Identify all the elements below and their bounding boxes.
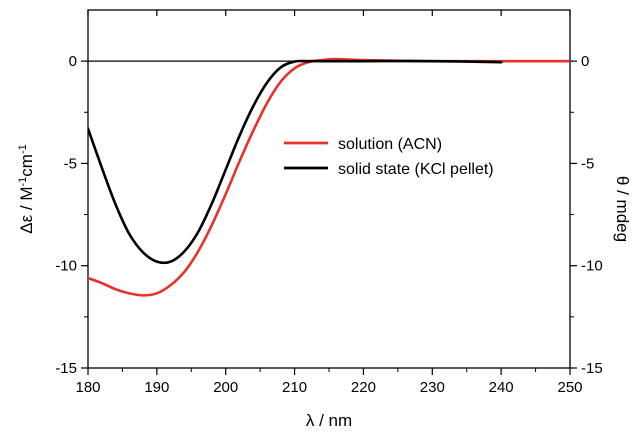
series-line-2 — [88, 59, 503, 265]
x-tick-label: 210 — [282, 379, 307, 396]
right-y-axis-label: θ / mdeg — [613, 176, 632, 242]
x-tick-label: 240 — [489, 379, 514, 396]
series-line-1 — [88, 57, 570, 297]
left-y-tick-label: -15 — [55, 360, 77, 377]
left-y-tick-label: -10 — [55, 258, 77, 275]
axis-tick-labels: 180 190 200 210 220 230 240 250 -15 -10 -5 0 -15 -10 -… — [55, 53, 602, 396]
right-y-tick-label: -15 — [581, 360, 603, 377]
legend-label: solid state (KCl pellet) — [338, 161, 494, 178]
x-tick-label: 230 — [420, 379, 445, 396]
right-y-tick-label: -5 — [581, 155, 594, 172]
left-y-tick-label: 0 — [69, 53, 77, 70]
legend-label: solution (ACN) — [338, 136, 442, 153]
x-tick-label: 200 — [213, 379, 238, 396]
left-y-axis-label: Δε / M-1cm-1 — [17, 144, 36, 234]
x-axis-label: λ / nm — [306, 411, 352, 430]
x-tick-label: 250 — [557, 379, 582, 396]
axis-ticks — [81, 10, 577, 375]
x-tick-label: 220 — [351, 379, 376, 396]
series-layer — [88, 57, 570, 297]
right-y-tick-label: 0 — [581, 53, 589, 70]
legend: solution (ACN) solid state (KCl pellet) — [284, 136, 494, 178]
x-tick-label: 180 — [75, 379, 100, 396]
plot-frame — [87, 9, 571, 369]
x-tick-label: 190 — [144, 379, 169, 396]
left-y-tick-label: -5 — [64, 155, 77, 172]
right-y-tick-label: -10 — [581, 258, 603, 275]
